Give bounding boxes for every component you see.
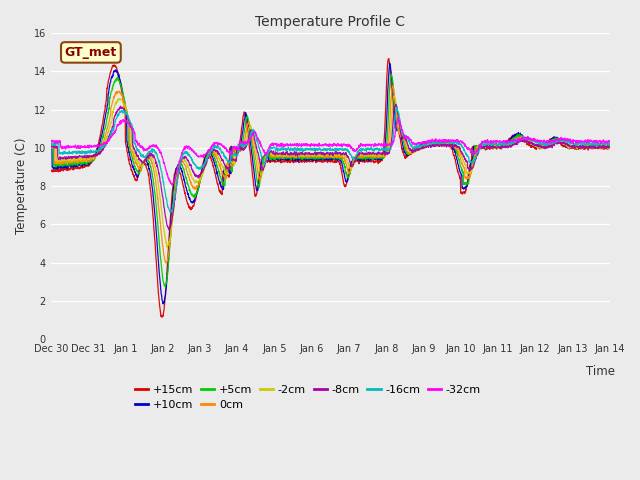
Legend: +15cm, +10cm, +5cm, 0cm, -2cm, -8cm, -16cm, -32cm: +15cm, +10cm, +5cm, 0cm, -2cm, -8cm, -16… xyxy=(131,380,485,415)
X-axis label: Time: Time xyxy=(586,365,615,378)
Y-axis label: Temperature (C): Temperature (C) xyxy=(15,138,28,234)
Title: Temperature Profile C: Temperature Profile C xyxy=(255,15,405,29)
Text: GT_met: GT_met xyxy=(65,46,117,59)
